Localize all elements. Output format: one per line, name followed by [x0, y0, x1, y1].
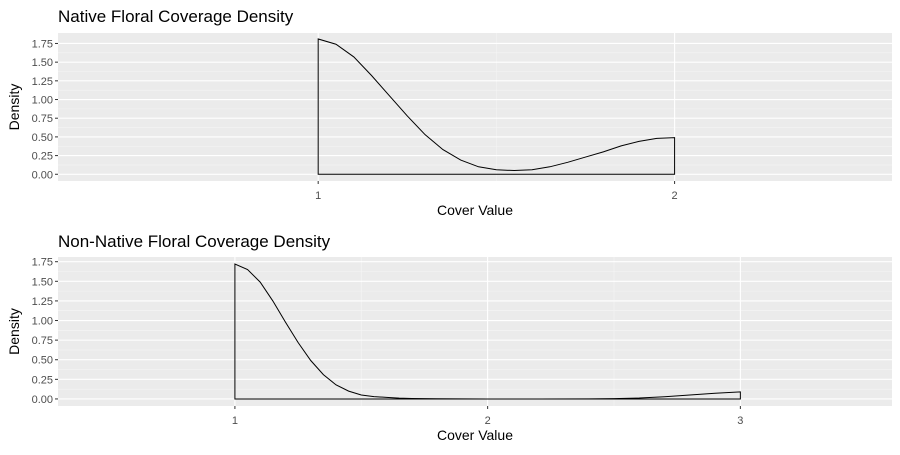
panel-background: [58, 33, 892, 181]
y-tick-label: 0.00: [32, 169, 53, 181]
x-axis-title: Cover Value: [437, 202, 513, 218]
y-tick-label: 0.75: [32, 113, 53, 125]
x-tick-label: 1: [315, 190, 321, 202]
non-native-density-chart: 0.00 0.25 0.50 0.75 1.00 1.25 1.50 1.75 1 2 3 Non-N…: [6, 232, 892, 443]
y-tick-label: 1.25: [32, 76, 53, 88]
chart-title: Native Floral Coverage Density: [58, 7, 294, 26]
chart-title: Non-Native Floral Coverage Density: [58, 232, 331, 251]
y-tick-label: 1.25: [32, 296, 53, 308]
y-tick-label: 1.50: [32, 276, 53, 288]
y-axis-title: Density: [6, 84, 22, 131]
y-tick-label: 0.75: [32, 335, 53, 347]
x-tick-label: 2: [485, 415, 491, 427]
y-tick-label: 1.00: [32, 316, 53, 328]
y-tick-label: 1.00: [32, 95, 53, 107]
x-tick-label: 1: [232, 415, 238, 427]
x-tick-label: 3: [737, 415, 743, 427]
x-axis-title: Cover Value: [437, 427, 513, 443]
y-tick-label: 0.25: [32, 374, 53, 386]
y-tick-label: 0.50: [32, 355, 53, 367]
density-curve: [317, 38, 676, 175]
native-density-chart: 0.00 0.25 0.50 0.75 1.00 1.25 1.50 1.75 1 2 Native…: [6, 7, 892, 218]
y-tick-label: 0.00: [32, 394, 53, 406]
density-curve: [234, 263, 741, 400]
panel-background: [58, 257, 892, 406]
y-axis-title: Density: [6, 308, 22, 355]
y-tick-label: 1.75: [32, 38, 53, 50]
y-tick-label: 0.25: [32, 151, 53, 163]
y-tick-label: 0.50: [32, 132, 53, 144]
y-tick-label: 1.50: [32, 57, 53, 69]
y-tick-label: 1.75: [32, 257, 53, 269]
x-tick-label: 2: [672, 190, 678, 202]
